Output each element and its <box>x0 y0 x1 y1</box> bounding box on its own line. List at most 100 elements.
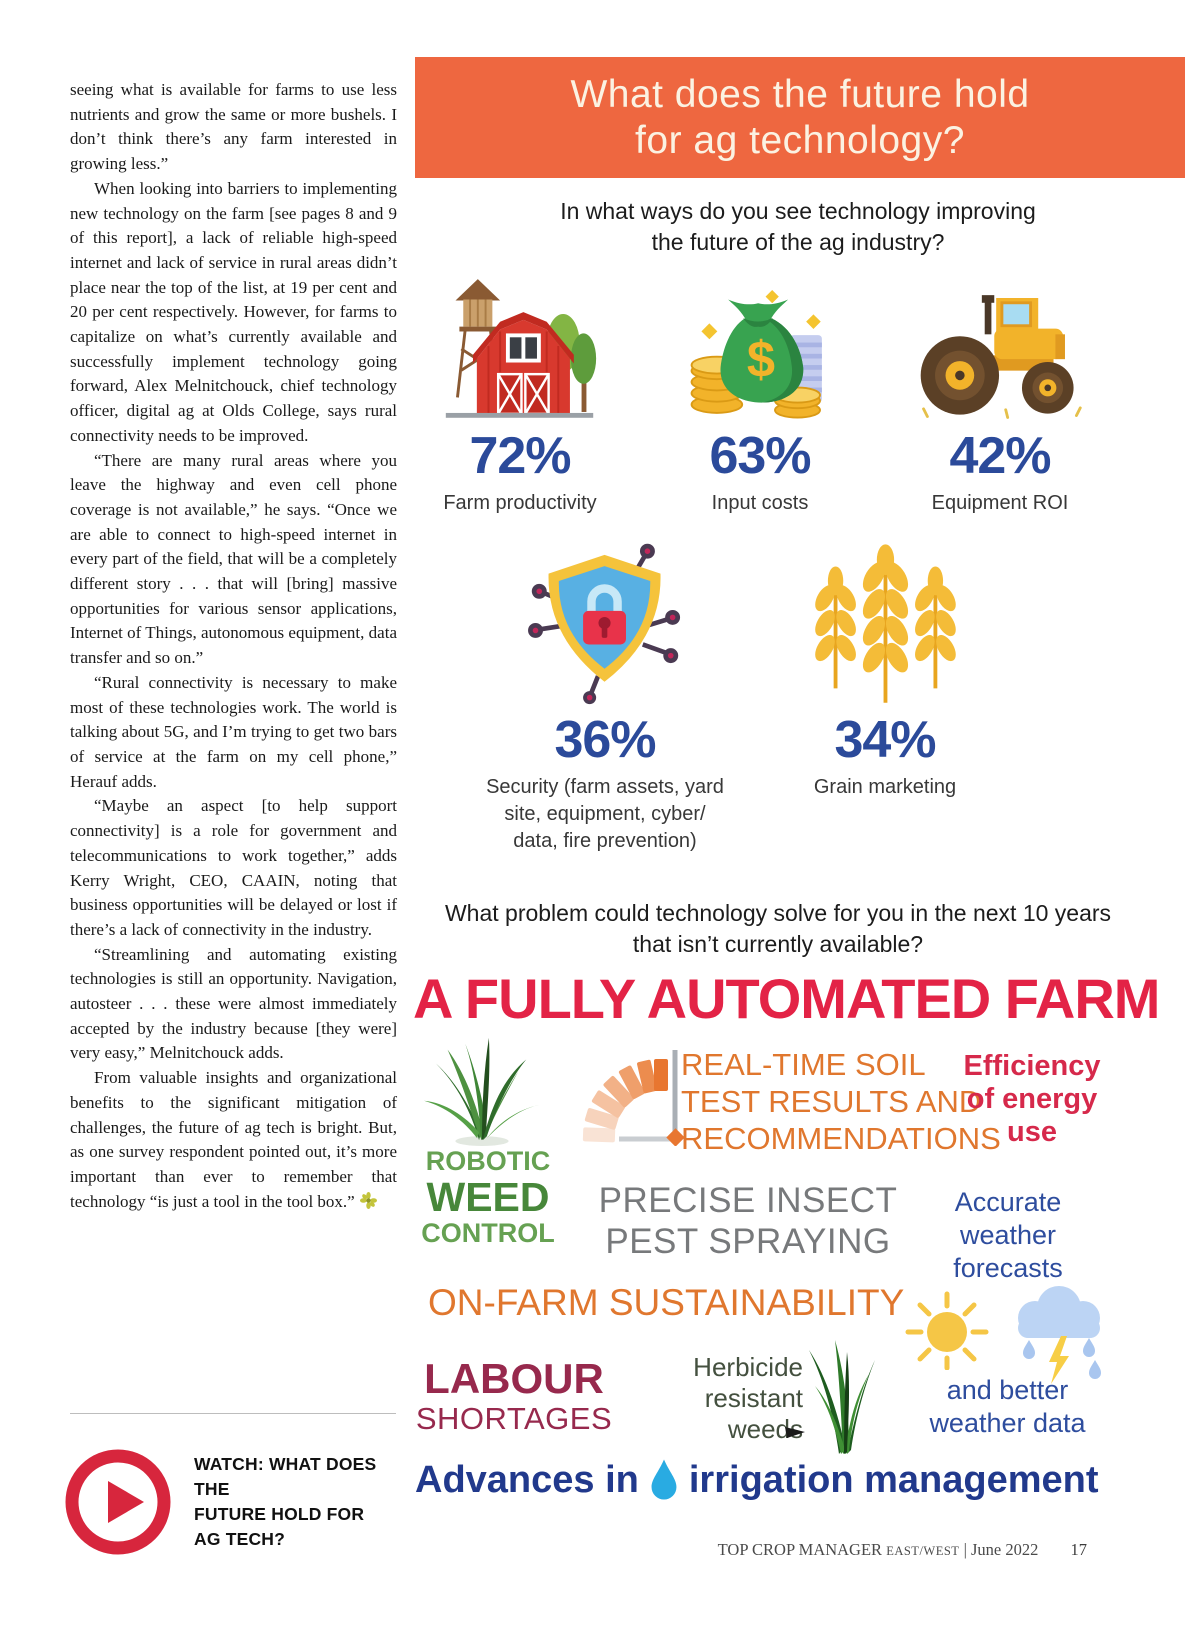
answer-line: use <box>1007 1116 1057 1148</box>
answer-line: resistant <box>704 1383 803 1413</box>
answer-line: CONTROL <box>421 1218 555 1248</box>
stats-row-2: 36% Security (farm assets, yard site, eq… <box>465 540 1025 855</box>
stat-value: 72% <box>469 427 571 485</box>
article-paragraph: seeing what is available for farms to us… <box>70 80 397 174</box>
article-paragraph: “Maybe an aspect [to help support connec… <box>70 796 397 939</box>
answer-line: PRECISE INSECT <box>598 1181 898 1220</box>
answer-line: weather <box>959 1220 1057 1250</box>
answers-headline: A FULLY AUTOMATED FARM <box>413 967 1160 1030</box>
watch-label: WATCH: WHAT DOES THE FUTURE HOLD FOR AG … <box>194 1452 404 1552</box>
stat-value: 36% <box>554 711 656 769</box>
answer-line: Efficiency <box>963 1050 1101 1082</box>
watch-label-line: WATCH: WHAT DOES THE <box>194 1454 377 1499</box>
answer-line: Herbicide <box>693 1352 803 1382</box>
watch-label-line: FUTURE HOLD FOR <box>194 1504 365 1524</box>
article-paragraph: “Rural connectivity is necessary to make… <box>70 672 397 791</box>
infographic-title-line: What does the future hold <box>570 72 1030 116</box>
stats-row-1: 72% Farm productivity <box>400 256 1120 517</box>
sun-icon <box>903 1286 995 1370</box>
infographic-header: What does the future hold for ag technol… <box>415 57 1185 178</box>
answer-irrigation-management: Advances in irrigation management <box>415 1456 1099 1504</box>
answer-text: irrigation management <box>688 1458 1099 1501</box>
stat-label: Input costs <box>711 492 809 514</box>
divider-line <box>70 1413 396 1414</box>
survey-question-1: In what ways do you see technology impro… <box>413 196 1183 258</box>
answer-line: WEED <box>426 1174 550 1220</box>
dandelion-weed-icon <box>418 1030 546 1146</box>
infographic-panel: What does the future hold for ag technol… <box>413 0 1200 1631</box>
answer-labour-shortages: LABOUR SHORTAGES <box>408 1356 620 1437</box>
article-paragraph: “There are many rural areas where you le… <box>70 450 397 668</box>
page-number: 17 <box>1070 1540 1088 1559</box>
answer-better-weather-data: and better weather data <box>905 1374 1110 1440</box>
svg-text:$: $ <box>747 330 775 387</box>
stat-label: Equipment ROI <box>931 492 1069 514</box>
answer-weather-forecasts: Accurate weather forecasts <box>913 1186 1103 1285</box>
answer-robotic-weed-control: ROBOTIC WEED CONTROL <box>408 1146 568 1248</box>
page-footer: TOP CROP MANAGER EAST/WEST | June 2022 1… <box>413 1540 1087 1560</box>
wheat-icon <box>801 540 969 706</box>
answer-text: Advances in <box>415 1458 639 1501</box>
answer-line: REAL-TIME SOIL <box>681 1047 926 1082</box>
article-paragraph: “Streamlining and automating existing te… <box>70 944 397 1063</box>
stat-grain-marketing: 34% Grain marketing <box>745 540 1025 855</box>
question-line: that isn’t currently available? <box>632 931 924 957</box>
article-paragraph-text: From valuable insights and organizationa… <box>70 1068 397 1211</box>
answer-insect-spraying: PRECISE INSECT PEST SPRAYING <box>563 1180 933 1262</box>
answer-line: weeds <box>727 1414 803 1444</box>
rain-cloud-icon <box>1005 1278 1109 1390</box>
answer-line: of energy <box>966 1083 1098 1115</box>
end-mark-flower-icon <box>359 1191 377 1209</box>
stat-label: Grain marketing <box>813 776 957 798</box>
question-line: What problem could technology solve for … <box>444 900 1112 926</box>
answer-line: LABOUR <box>424 1355 604 1402</box>
footer-edition: EAST/WEST <box>886 1544 960 1558</box>
answer-line: PEST SPRAYING <box>605 1222 891 1261</box>
answer-line: ROBOTIC <box>425 1146 551 1176</box>
stat-input-costs: $ 63% Input costs <box>640 256 880 517</box>
answer-line: Accurate <box>954 1187 1062 1217</box>
article-column: seeing what is available for farms to us… <box>70 78 397 1214</box>
money-bag-icon: $ <box>685 256 835 422</box>
stat-farm-productivity: 72% Farm productivity <box>400 256 640 517</box>
stat-equipment-roi: 42% Equipment ROI <box>880 256 1120 517</box>
watch-label-line: AG TECH? <box>194 1529 286 1549</box>
weeds-arrow-icon <box>785 1424 807 1440</box>
question-line: the future of the ag industry? <box>651 229 945 255</box>
security-shield-icon <box>521 540 689 706</box>
answer-line: forecasts <box>953 1253 1063 1283</box>
stat-label-line: Security (farm assets, yard <box>486 776 724 798</box>
answer-energy-efficiency: Efficiency of energy use <box>937 1050 1127 1149</box>
stat-label-line: site, equipment, cyber/ <box>504 803 706 825</box>
watch-callout[interactable]: WATCH: WHAT DOES THE FUTURE HOLD FOR AG … <box>64 1448 404 1556</box>
answer-on-farm-sustainability: ON-FARM SUSTAINABILITY <box>428 1282 905 1323</box>
answer-line: RECOMMENDATIONS <box>681 1121 1001 1156</box>
question-line: In what ways do you see technology impro… <box>560 198 1036 224</box>
survey-question-2: What problem could technology solve for … <box>393 898 1163 960</box>
barn-icon <box>440 256 600 422</box>
footer-magazine: TOP CROP MANAGER <box>717 1540 883 1559</box>
answer-line: SHORTAGES <box>415 1401 613 1436</box>
stat-label: Security (farm assets, yard site, equipm… <box>486 774 724 855</box>
play-button-icon[interactable] <box>64 1448 172 1556</box>
stat-value: 42% <box>949 427 1051 485</box>
stat-label: Farm productivity <box>443 492 597 514</box>
grass-icon <box>805 1334 879 1456</box>
answer-herbicide-weeds: Herbicide resistant weeds <box>665 1352 803 1445</box>
answer-line: TEST RESULTS AND <box>681 1084 982 1119</box>
stat-value: 63% <box>709 427 811 485</box>
stat-label-line: data, fire prevention) <box>513 830 697 852</box>
article-paragraph: When looking into barriers to implementi… <box>70 178 397 445</box>
stat-value: 34% <box>834 711 936 769</box>
stat-security: 36% Security (farm assets, yard site, eq… <box>465 540 745 855</box>
answer-line: and better <box>946 1375 1069 1405</box>
footer-date: | June 2022 <box>963 1540 1039 1559</box>
answer-soil-tests: REAL-TIME SOIL TEST RESULTS AND RECOMMEN… <box>681 1046 1001 1157</box>
tractor-icon <box>914 256 1086 422</box>
infographic-title-line: for ag technology? <box>635 118 965 162</box>
article-paragraph: From valuable insights and organizationa… <box>70 1066 397 1214</box>
water-drop-icon <box>648 1456 680 1504</box>
answer-line: weather data <box>929 1408 1086 1438</box>
gauge-icon <box>571 1040 689 1146</box>
